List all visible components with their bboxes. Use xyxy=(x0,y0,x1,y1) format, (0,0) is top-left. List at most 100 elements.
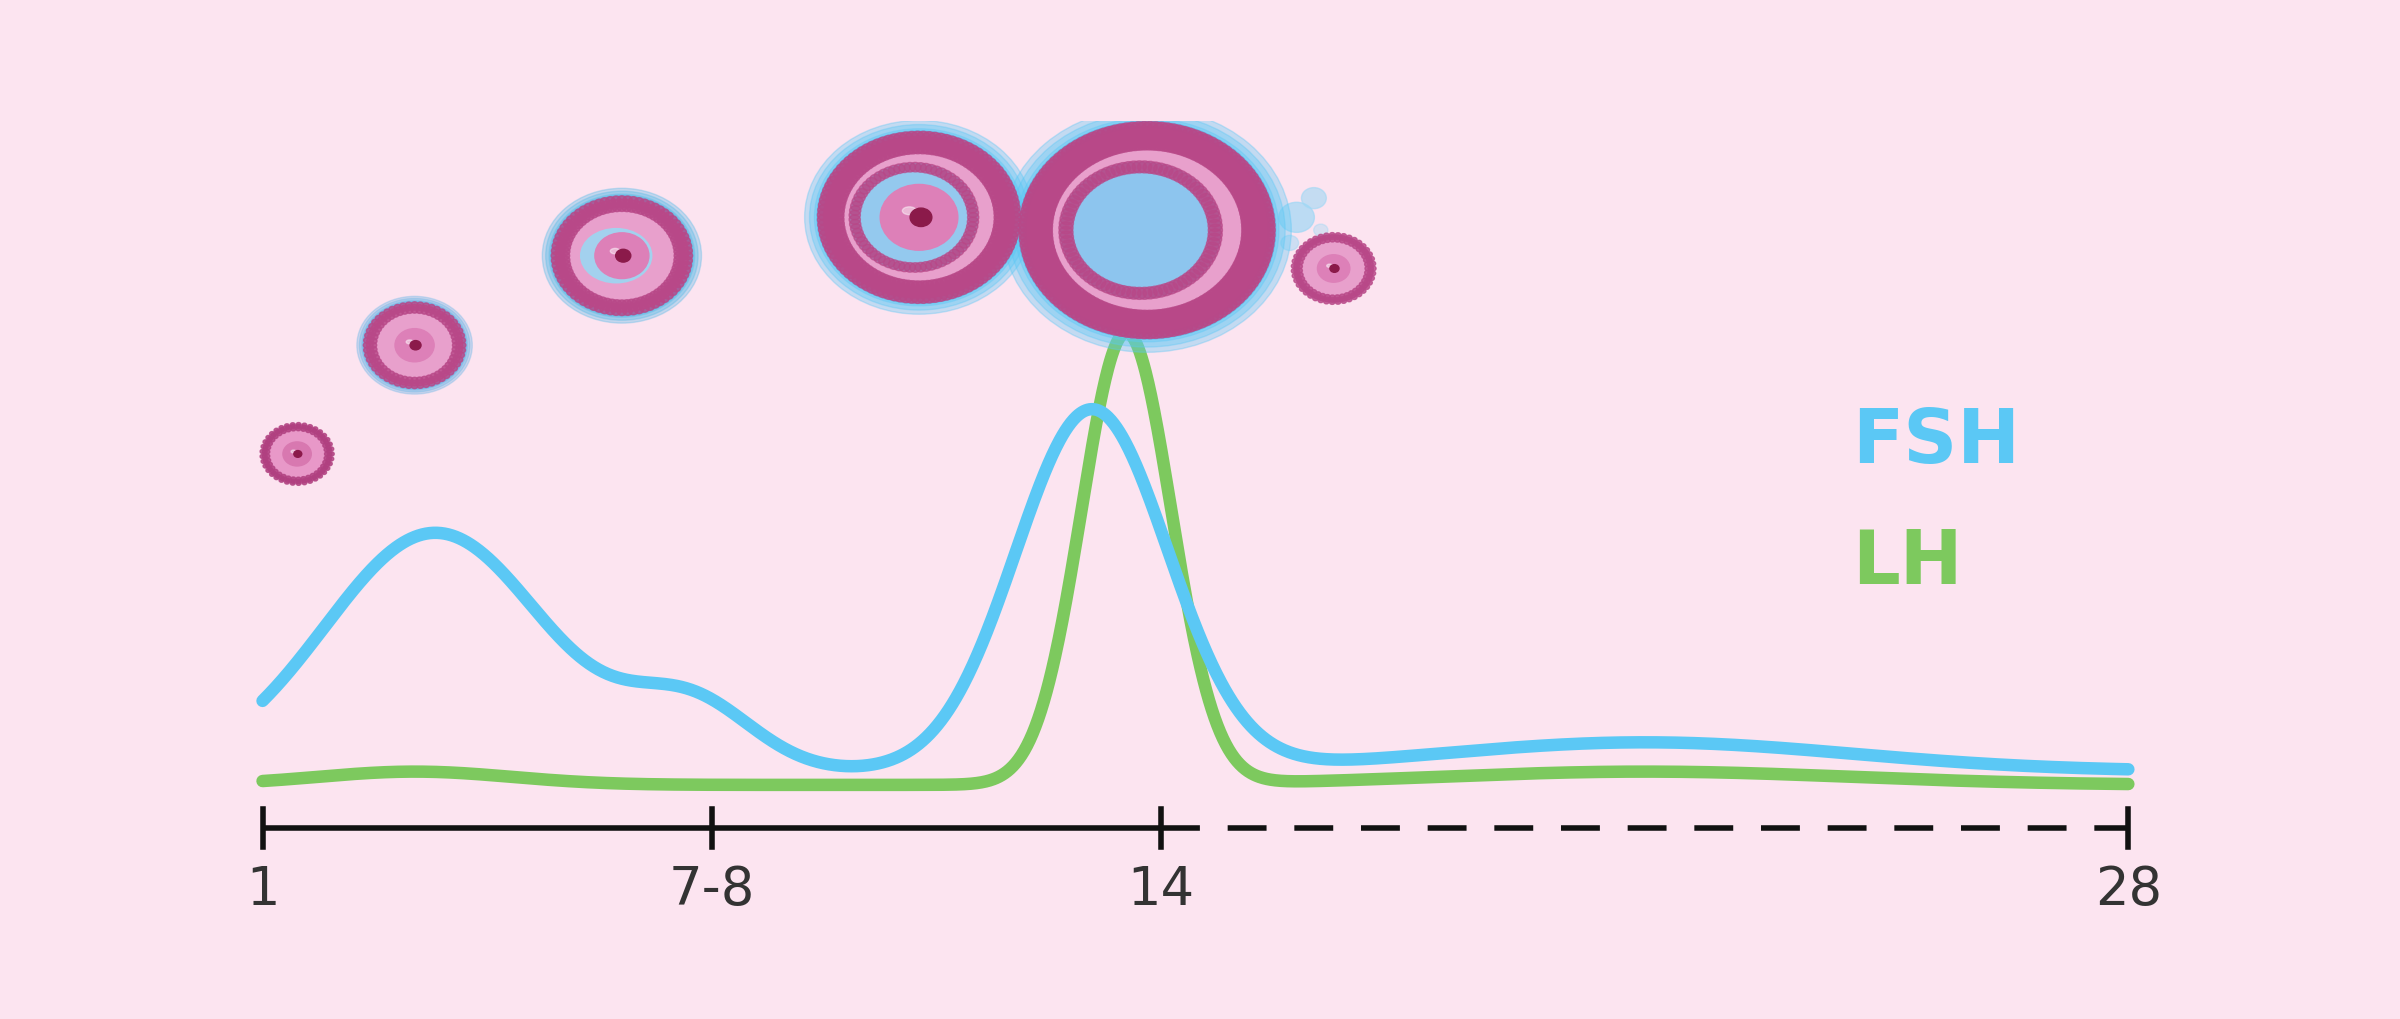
Ellipse shape xyxy=(302,424,307,428)
Ellipse shape xyxy=(1032,256,1049,269)
Ellipse shape xyxy=(674,275,682,282)
Ellipse shape xyxy=(874,255,886,264)
Ellipse shape xyxy=(1296,283,1301,288)
Ellipse shape xyxy=(1303,243,1308,248)
Ellipse shape xyxy=(991,229,1006,240)
Ellipse shape xyxy=(1164,167,1178,179)
Ellipse shape xyxy=(682,262,691,270)
Ellipse shape xyxy=(370,329,377,335)
Ellipse shape xyxy=(1157,130,1174,145)
Ellipse shape xyxy=(1073,189,1087,201)
Ellipse shape xyxy=(660,283,670,291)
Ellipse shape xyxy=(286,479,290,483)
Ellipse shape xyxy=(1162,139,1178,153)
Ellipse shape xyxy=(1241,232,1258,247)
Ellipse shape xyxy=(269,473,274,477)
Ellipse shape xyxy=(1193,141,1210,155)
Ellipse shape xyxy=(439,376,444,382)
Ellipse shape xyxy=(576,286,586,294)
Ellipse shape xyxy=(1142,325,1159,339)
Ellipse shape xyxy=(679,262,686,269)
Ellipse shape xyxy=(276,475,281,479)
Ellipse shape xyxy=(1025,191,1042,205)
Ellipse shape xyxy=(919,263,931,272)
Ellipse shape xyxy=(1358,246,1363,251)
Ellipse shape xyxy=(607,304,617,312)
Ellipse shape xyxy=(1003,236,1015,248)
Ellipse shape xyxy=(329,447,334,451)
Ellipse shape xyxy=(312,478,317,482)
Ellipse shape xyxy=(422,304,430,310)
Ellipse shape xyxy=(1027,262,1044,276)
Ellipse shape xyxy=(1034,172,1051,186)
Ellipse shape xyxy=(929,291,941,303)
Ellipse shape xyxy=(574,283,583,291)
Ellipse shape xyxy=(1039,268,1056,282)
Ellipse shape xyxy=(1121,138,1138,152)
Ellipse shape xyxy=(566,232,576,240)
Ellipse shape xyxy=(420,377,427,382)
Ellipse shape xyxy=(564,284,571,292)
Ellipse shape xyxy=(1030,201,1046,215)
Ellipse shape xyxy=(850,207,862,216)
Ellipse shape xyxy=(862,266,874,277)
Ellipse shape xyxy=(410,378,418,383)
Ellipse shape xyxy=(1308,247,1313,251)
Ellipse shape xyxy=(1222,161,1238,175)
Ellipse shape xyxy=(922,132,936,144)
Ellipse shape xyxy=(1234,276,1248,290)
Ellipse shape xyxy=(991,196,1006,207)
Ellipse shape xyxy=(838,239,850,251)
Ellipse shape xyxy=(370,339,377,344)
Ellipse shape xyxy=(574,210,583,217)
Ellipse shape xyxy=(1294,265,1298,269)
Ellipse shape xyxy=(955,183,967,193)
Ellipse shape xyxy=(852,198,864,207)
Ellipse shape xyxy=(617,301,626,309)
Ellipse shape xyxy=(1186,179,1200,192)
Ellipse shape xyxy=(581,296,590,304)
Ellipse shape xyxy=(672,265,682,273)
Ellipse shape xyxy=(456,358,463,363)
Ellipse shape xyxy=(1037,264,1054,278)
Ellipse shape xyxy=(1094,137,1111,151)
Ellipse shape xyxy=(406,303,413,309)
Ellipse shape xyxy=(960,144,974,155)
Ellipse shape xyxy=(410,341,420,351)
Ellipse shape xyxy=(650,204,660,212)
Ellipse shape xyxy=(859,242,871,251)
Ellipse shape xyxy=(854,260,866,271)
Ellipse shape xyxy=(1142,122,1159,137)
Ellipse shape xyxy=(845,174,857,185)
Ellipse shape xyxy=(300,428,305,432)
Ellipse shape xyxy=(622,301,631,309)
Ellipse shape xyxy=(374,365,382,370)
Ellipse shape xyxy=(406,306,413,311)
Ellipse shape xyxy=(290,478,295,482)
Ellipse shape xyxy=(958,148,972,159)
Ellipse shape xyxy=(1056,286,1070,301)
Ellipse shape xyxy=(818,229,833,240)
Ellipse shape xyxy=(1222,172,1238,186)
Ellipse shape xyxy=(278,479,283,483)
Ellipse shape xyxy=(636,298,646,306)
Ellipse shape xyxy=(970,262,984,273)
Ellipse shape xyxy=(886,141,898,153)
Ellipse shape xyxy=(559,270,569,278)
Ellipse shape xyxy=(456,343,463,348)
Ellipse shape xyxy=(998,179,1013,191)
Ellipse shape xyxy=(439,369,446,375)
Ellipse shape xyxy=(1212,284,1229,299)
Ellipse shape xyxy=(646,202,655,210)
Ellipse shape xyxy=(970,269,984,280)
Ellipse shape xyxy=(845,164,857,175)
Ellipse shape xyxy=(1241,219,1258,233)
Ellipse shape xyxy=(1056,298,1073,312)
Ellipse shape xyxy=(574,216,583,223)
Ellipse shape xyxy=(1250,237,1267,252)
Ellipse shape xyxy=(612,197,622,205)
Ellipse shape xyxy=(401,382,406,388)
Ellipse shape xyxy=(862,145,876,156)
Ellipse shape xyxy=(1066,284,1082,299)
Ellipse shape xyxy=(1241,264,1258,278)
